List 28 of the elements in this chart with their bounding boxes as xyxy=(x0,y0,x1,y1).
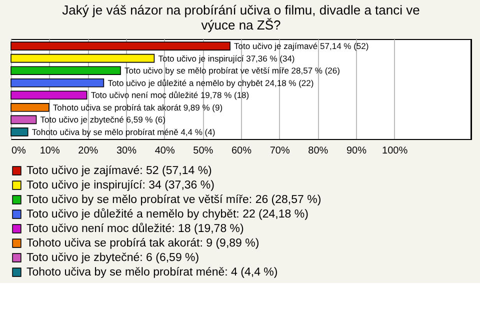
legend-label: Toto učivo je zbytečné: 6 (6,59 %) xyxy=(26,252,200,264)
data-label: Toto učivo je důležité a nemělo by chybět 24,18 % (22) xyxy=(108,78,314,88)
legend-label: Toto učivo je inspirující: 34 (37,36 %) xyxy=(26,179,215,192)
x-tick-label: 20% xyxy=(78,146,98,156)
x-tick-label: 40% xyxy=(154,146,175,156)
x-tick-label: 60% xyxy=(231,146,252,156)
x-tick-label: 100% xyxy=(382,146,408,156)
data-label: Toto učivo je zajímavé 57,14 % (52) xyxy=(234,41,369,52)
data-label: Toto učivo by se mělo probírat ve větší míře 28,57 % (26) xyxy=(124,66,340,76)
x-tick-label: 10% xyxy=(40,146,60,156)
legend-label: Toto učivo není moc důležité: 18 (19,78 %) xyxy=(26,222,244,235)
x-tick-label: 70% xyxy=(270,146,290,156)
legend-label: Toto učivo je důležité a nemělo by chybět: 22 (24,18 %) xyxy=(26,207,309,220)
x-tick-label: 50% xyxy=(193,146,214,156)
x-tick-label: 30% xyxy=(116,146,137,156)
data-label: Toto učivo není moc důležité 19,78 % (18) xyxy=(90,90,250,100)
x-tick-label: 0% xyxy=(12,146,26,156)
data-label: Toto učivo je inspirující 37,36 % (34) xyxy=(158,53,295,64)
legend-label: Tohoto učiva se probírá tak akorát: 9 (9,89 %) xyxy=(26,237,260,250)
legend-label: Tohoto učiva by se mělo probírat méně: 4 (4,4 %) xyxy=(26,266,278,278)
data-label: Toto učivo je zbytečné 6,59 % (6) xyxy=(40,114,166,125)
data-label: Tohoto učiva by se mělo probírat méně 4,4 % (4) xyxy=(32,126,216,137)
x-tick-label: 90% xyxy=(346,146,367,156)
legend-label: Toto učivo by se mělo probírat ve větší míře: 26 (28,57 %) xyxy=(26,194,322,206)
chart-title: Jaký je váš názor na probírání učiva o filmu, divadle a tanci ve výuce na ZŠ? xyxy=(62,2,420,32)
legend-label: Toto učivo je zajímavé: 52 (57,14 %) xyxy=(26,164,212,177)
data-label: Tohoto učiva se probírá tak akorát 9,89 % (9) xyxy=(52,102,223,112)
x-tick-label: 80% xyxy=(308,146,328,156)
